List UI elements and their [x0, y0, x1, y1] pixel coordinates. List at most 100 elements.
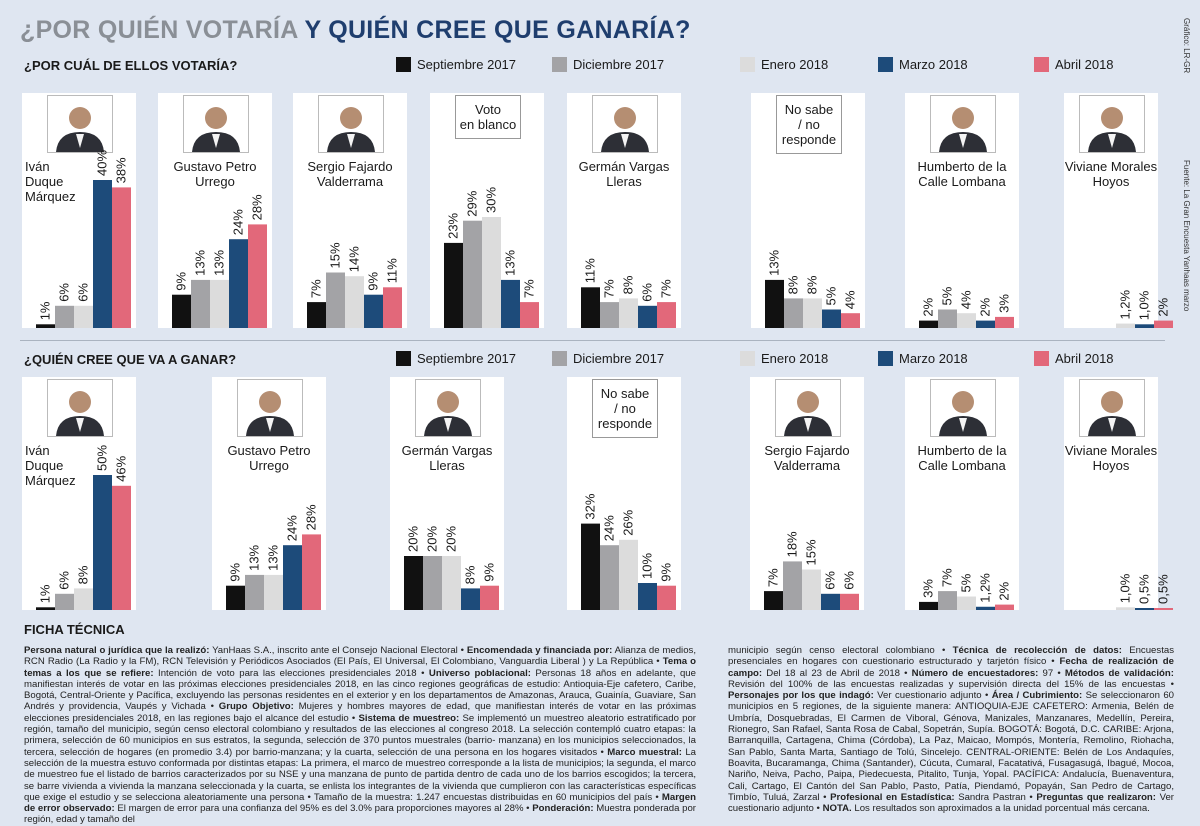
title-part-2: Y QUIÉN CREE QUE GANARÍA? [304, 16, 691, 44]
bar-no-sabe-no-responde-marzo-2018 [822, 309, 841, 328]
legend-swatch [740, 57, 755, 72]
data-label: 6% [842, 571, 857, 590]
ficha-field-text: 97 • [1038, 667, 1065, 679]
ficha-field-label: Ponderación: [532, 803, 594, 815]
bar-viviane-morales-hoyos-marzo-2018 [1135, 324, 1154, 328]
candidate-name-line: Lleras [429, 458, 465, 473]
ficha-title: FICHA TÉCNICA [24, 622, 125, 637]
bar-humberto-de-la-calle-lombana-septiembre-2017 [919, 320, 938, 328]
bar-humberto-de-la-calle-lombana-marzo-2018 [976, 606, 995, 610]
data-label: 13% [247, 544, 262, 570]
source-text: Fuente: La Gran Encuesta Yanhaas marzo [1182, 160, 1191, 312]
legend-swatch [878, 351, 893, 366]
data-label: 7% [940, 568, 955, 587]
data-label: 46% [114, 455, 129, 481]
bar-german-vargas-lleras-marzo-2018 [638, 305, 657, 328]
bar-german-vargas-lleras-enero-2018 [442, 556, 461, 610]
candidate-name: Iván Duque Márquez [25, 159, 76, 204]
bar-german-vargas-lleras-diciembre-2017 [423, 556, 442, 610]
bar-sergio-fajardo-valderrama-marzo-2018 [364, 294, 383, 328]
candidate-name: Germán Vargas Lleras [567, 159, 681, 189]
bar-no-sabe-no-responde-marzo-2018 [638, 583, 657, 610]
data-label: 9% [366, 271, 381, 290]
bar-no-sabe-no-responde-septiembre-2017 [765, 279, 784, 328]
candidate-photo [930, 95, 996, 153]
bar-no-sabe-no-responde-diciembre-2017 [600, 545, 619, 610]
data-label: 1,2% [978, 573, 993, 603]
data-label: 9% [228, 562, 243, 581]
legend-swatch [396, 351, 411, 366]
data-label: 7% [309, 279, 324, 298]
bar-sergio-fajardo-valderrama-diciembre-2017 [783, 561, 802, 610]
data-label: 6% [76, 283, 91, 302]
candidate-photo [930, 379, 996, 437]
data-label: 20% [406, 526, 421, 552]
section-question-1: ¿POR CUÁL DE ELLOS VOTARÍA? [24, 58, 238, 73]
person-silhouette-icon [1088, 107, 1136, 152]
ficha-field-text: Sandra Pastran • [954, 791, 1037, 803]
ficha-field-text: Alianza de medios, RCN Radio (La Radio y… [24, 645, 696, 668]
candidate-name: Gustavo Petro Urrego [212, 443, 326, 473]
bar-ivan-duque-marquez-enero-2018 [74, 305, 93, 328]
bar-german-vargas-lleras-septiembre-2017 [404, 556, 423, 610]
ficha-field-label: Encomendada y financiada por: [466, 645, 613, 656]
candidate-photo [47, 95, 113, 153]
data-label: 9% [174, 271, 189, 290]
option-label-line: Voto [474, 102, 502, 117]
legend-swatch [878, 57, 893, 72]
data-label: 1% [38, 584, 53, 603]
bar-viviane-morales-hoyos-abril-2018 [1154, 608, 1173, 610]
legend-label: Diciembre 2017 [573, 351, 665, 366]
option-label-box: No sabe / no responde [776, 95, 842, 154]
bar-ivan-duque-marquez-marzo-2018 [93, 180, 112, 328]
data-label: 2% [1156, 297, 1171, 316]
candidate-photo [1079, 95, 1145, 153]
data-label: 10% [640, 553, 655, 579]
candidate-name-line: Viviane Morales [1064, 443, 1158, 458]
candidate-name-line: Urrego [249, 458, 289, 473]
bar-ivan-duque-marquez-septiembre-2017 [36, 324, 55, 328]
ficha-field-text: Revisión del 100% de las encuestas reali… [728, 678, 1174, 690]
bar-humberto-de-la-calle-lombana-enero-2018 [957, 596, 976, 610]
legend-label: Enero 2018 [761, 351, 829, 366]
candidate-name-line: Iván [25, 159, 50, 174]
bar-humberto-de-la-calle-lombana-marzo-2018 [976, 320, 995, 328]
option-label-line: responde [781, 132, 837, 147]
ficha-field-text: YanHaas S.A., inscrito ante el Consejo N… [209, 645, 467, 656]
legend-item-marzo-2018: Marzo 2018 [878, 351, 968, 366]
bar-viviane-morales-hoyos-abril-2018 [1154, 320, 1173, 328]
data-label: 8% [463, 565, 478, 584]
data-label: 24% [602, 515, 617, 541]
bar-voto-en-blanco-marzo-2018 [501, 279, 520, 328]
option-label-line: responde [597, 416, 653, 431]
bar-gustavo-petro-urrego-enero-2018 [210, 279, 229, 328]
ficha-field-label: Técnica de recolección de datos: [952, 645, 1122, 656]
candidate-name: Sergio Fajardo Valderrama [293, 159, 407, 189]
person-silhouette-icon [939, 107, 987, 152]
legend-swatch [740, 351, 755, 366]
ficha-field-text: La selección de la muestra estuvo confor… [24, 746, 696, 803]
bar-gustavo-petro-urrego-diciembre-2017 [191, 279, 210, 328]
person-silhouette-icon [939, 391, 987, 436]
person-silhouette-icon [327, 107, 375, 152]
data-label: 0,5% [1137, 574, 1152, 604]
candidate-name-line: Sergio Fajardo [307, 159, 393, 174]
option-label-box: Voto en blanco [455, 95, 521, 139]
candidate-name-line: Gustavo Petro [227, 443, 311, 458]
candidate-name-line: Valderrama [773, 458, 841, 473]
bar-humberto-de-la-calle-lombana-abril-2018 [995, 604, 1014, 610]
bar-sergio-fajardo-valderrama-diciembre-2017 [326, 272, 345, 328]
ficha-field-label: Persona natural o jurídica que la realiz… [24, 645, 210, 656]
data-label: 5% [959, 573, 974, 592]
bar-sergio-fajardo-valderrama-septiembre-2017 [764, 591, 783, 610]
bar-viviane-morales-hoyos-enero-2018 [1116, 607, 1135, 610]
bar-voto-en-blanco-septiembre-2017 [444, 242, 463, 328]
bar-ivan-duque-marquez-abril-2018 [112, 485, 131, 610]
ficha-field-label: Marco muestral: [607, 746, 682, 758]
legend-swatch [552, 351, 567, 366]
data-label: 15% [328, 242, 343, 268]
ficha-field-label: Sistema de muestreo: [358, 712, 460, 724]
data-label: 4% [843, 290, 858, 309]
data-label: 24% [285, 515, 300, 541]
ficha-field-label: NOTA. [822, 803, 852, 815]
